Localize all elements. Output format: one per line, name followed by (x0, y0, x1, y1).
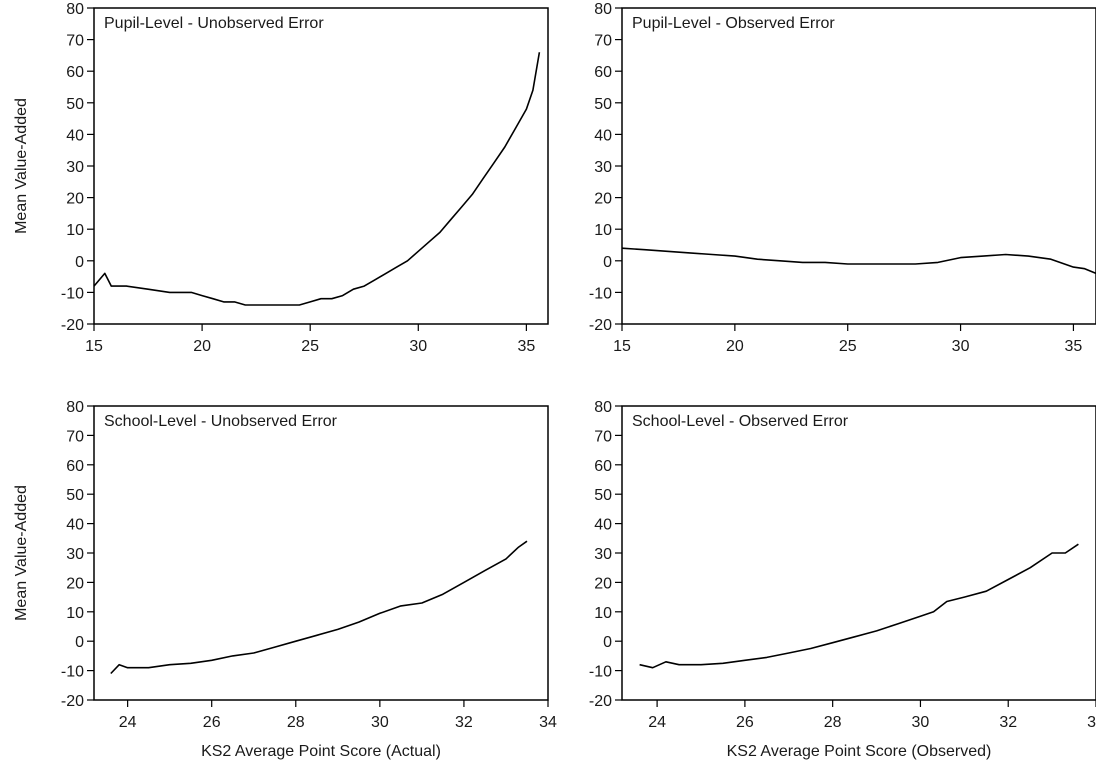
x-axis: 24 26 28 30 32 34 (119, 700, 557, 731)
series-line (93, 52, 541, 306)
y-tick-label: 50 (594, 96, 612, 113)
panel-title: Pupil-Level - Observed Error (632, 15, 835, 32)
y-tick-label: 0 (75, 254, 84, 271)
panel-school-observed: School-Level - Observed Error KS2 Averag… (589, 399, 1096, 760)
y-tick-label: 0 (603, 254, 612, 271)
x-tick-label: 30 (912, 714, 930, 731)
y-tick-label: 40 (66, 517, 84, 534)
plot-frame (621, 7, 1096, 325)
y-tick-label: 70 (66, 33, 84, 50)
panel-pupil-unobserved: Pupil-Level - Unobserved Error Mean Valu… (13, 1, 549, 355)
panel-pupil-observed: Pupil-Level - Observed Error -20 -10 0 10 20… (589, 1, 1096, 355)
y-tick-label: 30 (66, 546, 84, 563)
y-tick-label: 70 (594, 428, 612, 445)
plot-frame (93, 405, 549, 701)
y-tick-label: 50 (66, 487, 84, 504)
y-tick-label: -10 (61, 664, 84, 681)
x-axis: 24 26 28 30 32 34 (648, 700, 1096, 731)
y-tick-label: 60 (66, 458, 84, 475)
x-tick-label: 26 (203, 714, 221, 731)
plot-frame (93, 7, 549, 325)
x-tick-label: 28 (824, 714, 842, 731)
y-axis: -20 -10 0 10 20 30 40 50 60 70 80 (61, 399, 94, 710)
x-tick-label: 32 (999, 714, 1017, 731)
y-axis: -20 -10 0 10 20 30 40 50 60 70 80 (589, 1, 622, 334)
x-tick-label: 25 (839, 338, 857, 355)
x-axis: 15 20 25 30 35 (613, 324, 1082, 355)
x-tick-label: 20 (193, 338, 211, 355)
series-line (110, 540, 528, 675)
y-tick-label: -20 (61, 317, 84, 334)
x-tick-label: 34 (539, 714, 557, 731)
panel-title: School-Level - Observed Error (632, 413, 849, 430)
plot-frame (621, 405, 1096, 701)
x-tick-label: 25 (301, 338, 319, 355)
y-tick-label: -20 (61, 693, 84, 710)
x-tick-label: 24 (648, 714, 666, 731)
y-tick-label: 10 (594, 605, 612, 622)
y-tick-label: -20 (589, 317, 612, 334)
y-tick-label: 70 (66, 428, 84, 445)
y-tick-label: 80 (594, 1, 612, 18)
y-tick-label: 20 (594, 575, 612, 592)
y-tick-label: -10 (589, 285, 612, 302)
y-tick-label: 40 (66, 127, 84, 144)
x-tick-label: 15 (85, 338, 103, 355)
y-tick-label: 40 (594, 517, 612, 534)
y-tick-label: 10 (594, 222, 612, 239)
y-tick-label: 80 (66, 399, 84, 416)
y-tick-label: -10 (589, 664, 612, 681)
series-line (621, 247, 1096, 275)
panel-title: School-Level - Unobserved Error (104, 413, 338, 430)
y-tick-label: 60 (594, 64, 612, 81)
y-tick-label: 20 (66, 191, 84, 208)
y-tick-label: -20 (589, 693, 612, 710)
y-tick-label: 0 (75, 634, 84, 651)
x-tick-label: 20 (726, 338, 744, 355)
y-tick-label: 70 (594, 33, 612, 50)
y-tick-label: 30 (66, 159, 84, 176)
y-tick-label: 50 (66, 96, 84, 113)
x-tick-label: 15 (613, 338, 631, 355)
y-tick-label: 10 (66, 605, 84, 622)
x-tick-label: 24 (119, 714, 137, 731)
x-axis-title: KS2 Average Point Score (Observed) (727, 743, 992, 760)
panel-school-unobserved: School-Level - Unobserved Error Mean Val… (13, 399, 557, 760)
y-tick-label: 80 (66, 1, 84, 18)
y-tick-label: 10 (66, 222, 84, 239)
x-axis-title: KS2 Average Point Score (Actual) (201, 743, 441, 760)
panel-title: Pupil-Level - Unobserved Error (104, 15, 324, 32)
y-tick-label: 20 (66, 575, 84, 592)
y-axis: -20 -10 0 10 20 30 40 50 60 70 80 (589, 399, 622, 710)
y-tick-label: 30 (594, 159, 612, 176)
x-tick-label: 28 (287, 714, 305, 731)
x-tick-label: 35 (1065, 338, 1083, 355)
x-tick-label: 35 (517, 338, 535, 355)
x-tick-label: 30 (952, 338, 970, 355)
series-line (639, 543, 1079, 669)
y-tick-label: 60 (594, 458, 612, 475)
y-tick-label: -10 (61, 285, 84, 302)
y-axis-title: Mean Value-Added (13, 485, 30, 621)
x-tick-label: 32 (455, 714, 473, 731)
x-tick-label: 30 (371, 714, 389, 731)
x-tick-label: 26 (736, 714, 754, 731)
y-tick-label: 60 (66, 64, 84, 81)
y-tick-label: 50 (594, 487, 612, 504)
x-tick-label: 34 (1087, 714, 1096, 731)
y-tick-label: 30 (594, 546, 612, 563)
y-tick-label: 0 (603, 634, 612, 651)
y-axis-title: Mean Value-Added (13, 98, 30, 234)
y-tick-label: 40 (594, 127, 612, 144)
y-tick-label: 80 (594, 399, 612, 416)
x-axis: 15 20 25 30 35 (85, 324, 535, 355)
y-axis: -20 -10 0 10 20 30 40 50 60 70 80 (61, 1, 94, 334)
y-tick-label: 20 (594, 191, 612, 208)
x-tick-label: 30 (409, 338, 427, 355)
